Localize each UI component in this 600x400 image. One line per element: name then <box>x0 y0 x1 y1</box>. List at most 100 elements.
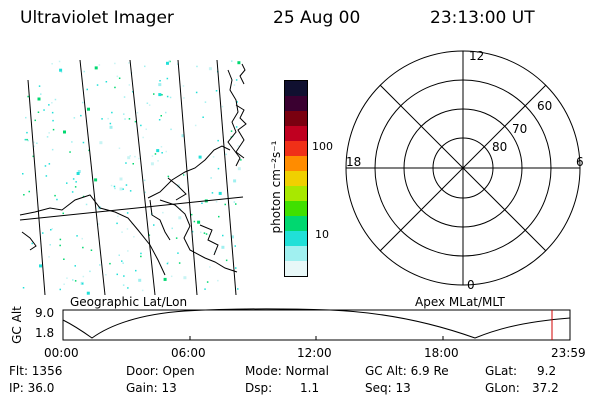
noise-pixel <box>140 124 142 127</box>
noise-pixel <box>234 245 236 247</box>
mlat-label-70: 70 <box>512 122 527 136</box>
noise-pixel <box>144 191 146 194</box>
noise-pixel <box>73 117 76 119</box>
noise-pixel <box>171 227 173 230</box>
noise-pixel <box>109 125 113 129</box>
noise-pixel <box>125 162 127 164</box>
noise-pixel <box>32 155 34 158</box>
info-gain: Gain: 13 <box>126 381 177 395</box>
colorbar-segment <box>285 111 307 126</box>
noise-pixel <box>183 174 185 176</box>
noise-pixel <box>153 93 155 95</box>
colorbar-segment <box>285 261 307 276</box>
noise-pixel <box>111 111 113 114</box>
noise-pixel <box>208 67 212 71</box>
noise-pixel <box>193 220 196 223</box>
altitude-frame <box>62 309 571 341</box>
noise-pixel <box>158 93 162 97</box>
noise-pixel <box>72 279 74 281</box>
noise-pixel <box>135 269 137 272</box>
noise-pixel <box>166 95 169 98</box>
mlat-label-80: 80 <box>492 140 507 154</box>
altitude-curve <box>62 308 571 339</box>
noise-pixel <box>51 102 53 104</box>
noise-pixel <box>128 118 131 120</box>
colorbar-tick-100: 100 <box>312 140 333 153</box>
noise-pixel <box>205 233 208 235</box>
noise-pixel <box>94 66 98 70</box>
colorbar-segment <box>285 246 307 261</box>
noise-pixel <box>105 81 108 83</box>
noise-pixel <box>37 111 40 113</box>
xtick-1800: 18:00 <box>424 346 459 360</box>
noise-pixel <box>126 212 129 214</box>
map-caption: Geographic Lat/Lon <box>70 295 187 309</box>
noise-pixel <box>114 86 116 89</box>
noise-pixel <box>118 254 120 256</box>
colorbar-segment <box>285 171 307 186</box>
noise-pixel <box>42 232 44 234</box>
noise-pixel <box>203 232 206 234</box>
noise-pixel <box>101 118 103 120</box>
noise-pixel <box>153 224 155 226</box>
noise-pixel <box>66 277 68 279</box>
noise-pixel <box>169 96 172 99</box>
noise-pixel <box>59 288 61 291</box>
noise-pixel <box>138 278 142 282</box>
noise-pixel <box>63 130 66 134</box>
noise-pixel <box>48 132 50 134</box>
noise-pixel <box>235 79 238 81</box>
noise-pixel <box>63 258 65 260</box>
noise-pixel <box>150 162 154 166</box>
noise-pixel <box>177 252 179 254</box>
noise-pixel <box>124 118 126 120</box>
noise-pixel <box>165 150 167 153</box>
noise-pixel <box>129 155 131 157</box>
noise-pixel <box>156 149 160 153</box>
noise-pixel <box>99 141 103 145</box>
colorbar-segment <box>285 231 307 246</box>
xtick-0000: 00:00 <box>44 346 79 360</box>
noise-pixel <box>38 85 41 87</box>
noise-pixel <box>122 188 124 190</box>
noise-pixel <box>76 172 80 175</box>
noise-pixel <box>22 287 25 289</box>
noise-pixel <box>224 203 226 206</box>
noise-pixel <box>114 187 116 190</box>
time-label: 23:13:00 UT <box>430 8 535 28</box>
noise-pixel <box>56 198 58 201</box>
noise-pixel <box>200 231 202 234</box>
noise-pixel <box>28 190 30 193</box>
noise-pixel <box>59 68 63 72</box>
altitude-ticks <box>62 336 571 340</box>
noise-pixel <box>161 152 163 154</box>
noise-pixel <box>71 141 73 143</box>
noise-pixel <box>235 126 238 128</box>
noise-pixel <box>145 128 147 130</box>
noise-pixel <box>166 61 169 65</box>
noise-pixel <box>183 97 185 99</box>
info-door: Door: Open <box>126 364 195 378</box>
instrument-title: Ultraviolet Imager <box>20 8 174 28</box>
noise-pixel <box>140 252 142 255</box>
noise-pixel <box>230 130 233 132</box>
noise-pixel <box>121 260 123 262</box>
map-noise-pixels <box>22 60 242 295</box>
noise-pixel <box>27 95 29 98</box>
noise-pixel <box>118 147 121 149</box>
noise-pixel <box>127 250 129 252</box>
noise-pixel <box>140 255 142 258</box>
noise-pixel <box>82 101 84 104</box>
noise-pixel <box>141 289 144 292</box>
noise-pixel <box>154 153 157 155</box>
noise-pixel <box>86 291 90 295</box>
noise-pixel <box>125 184 128 186</box>
noise-pixel <box>126 228 129 230</box>
noise-pixel <box>45 175 48 177</box>
noise-pixel <box>209 266 211 268</box>
noise-pixel <box>98 64 101 66</box>
noise-pixel <box>231 60 233 62</box>
polar-diagonal-2 <box>379 84 547 252</box>
